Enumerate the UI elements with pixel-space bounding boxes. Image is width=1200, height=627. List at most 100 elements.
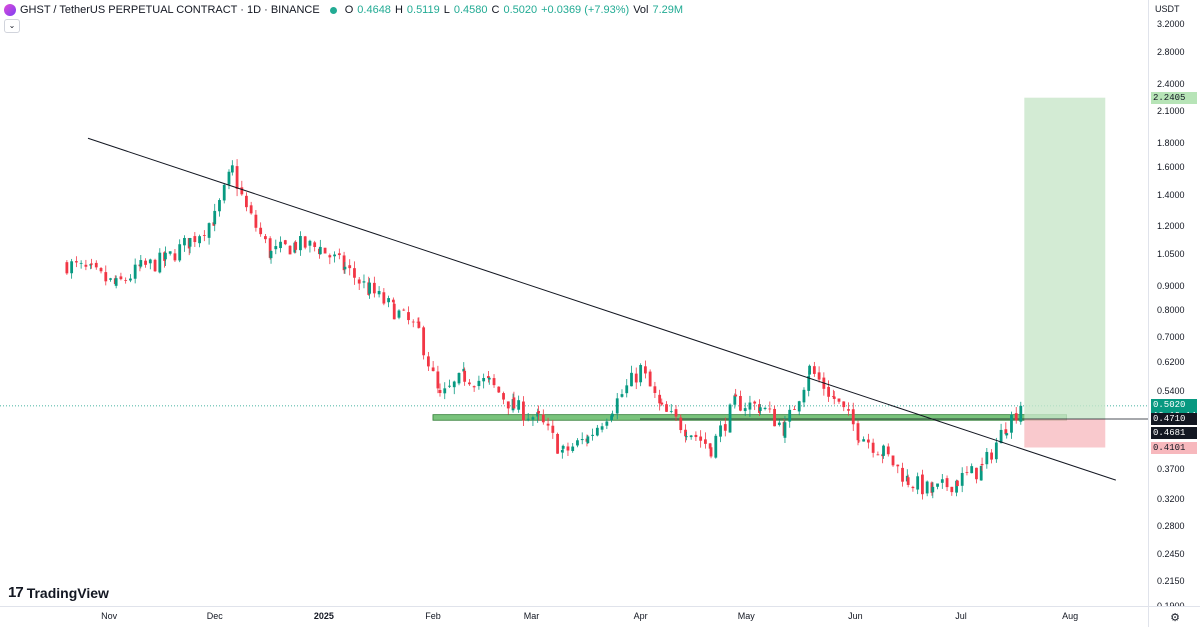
candle-body	[576, 440, 579, 446]
candle-body	[990, 452, 993, 460]
candle-body	[551, 425, 555, 433]
position-zones	[432, 97, 1148, 448]
candle-body	[407, 312, 410, 321]
candle-body	[313, 242, 317, 247]
candle-body	[254, 214, 258, 228]
change-value: +0.0369 (+7.93%)	[541, 4, 630, 16]
candle-body	[886, 446, 890, 455]
candle-body	[979, 465, 983, 481]
symbol-title[interactable]: GHST / TetherUS PERPETUAL CONTRACT · 1D …	[20, 4, 320, 16]
candle-body	[699, 436, 703, 441]
candle-body	[133, 264, 137, 279]
candle-body	[685, 436, 688, 438]
close-label: C	[491, 4, 500, 16]
candle-body	[411, 321, 415, 323]
candle-body	[487, 377, 491, 380]
candle-body	[438, 390, 442, 394]
candle-body	[391, 299, 395, 303]
candle-body	[643, 366, 647, 374]
candle-body	[665, 404, 668, 412]
candle-body	[462, 368, 466, 372]
candle-body	[70, 261, 74, 274]
candle-body	[807, 376, 811, 391]
price-scale[interactable]: USDT 3.2000 2.8000 2.4000 2.1000 1.8000 1.600…	[1148, 0, 1200, 611]
candlestick-chart[interactable]	[0, 0, 1148, 606]
volume-value: 7.29M	[652, 4, 684, 16]
candle-body	[268, 238, 272, 258]
tradingview-logo: 17 TradingView	[8, 584, 109, 601]
candle-body	[708, 443, 712, 449]
drawings	[87, 137, 1116, 481]
price-tick-label: 0.9000	[1157, 280, 1185, 291]
chart-pane[interactable]	[0, 0, 1148, 606]
price-tick-label: 0.3200	[1157, 493, 1185, 504]
candle-body	[639, 365, 643, 383]
candle-body	[119, 276, 123, 280]
price-tick-label: 3.2000	[1157, 19, 1185, 30]
candle-body	[620, 394, 624, 397]
candle-body	[1019, 405, 1023, 422]
currency-label[interactable]: USDT	[1155, 4, 1180, 14]
candle-body	[372, 282, 376, 294]
candle-body	[882, 445, 885, 456]
candle-body	[556, 433, 559, 454]
candle-body	[477, 380, 481, 387]
time-scale[interactable]: NovDec2025FebMarAprMayJunJulAugSep	[0, 606, 1187, 627]
candle-body	[218, 200, 221, 212]
candle-body	[537, 410, 540, 414]
candle-body	[148, 259, 152, 264]
price-tick-label: 0.2800	[1157, 521, 1185, 532]
candle-body	[862, 439, 866, 442]
candle-body	[689, 435, 693, 438]
candle-body	[104, 272, 108, 282]
price-tag-value: 2.2405	[1153, 92, 1186, 103]
candle-body	[283, 240, 287, 245]
candle-body	[188, 238, 192, 247]
candle-body	[512, 397, 516, 409]
candle-body	[630, 372, 633, 387]
candle-body	[797, 401, 801, 412]
candle-body	[207, 223, 211, 238]
candle-body	[610, 415, 613, 421]
candle-body	[753, 401, 757, 404]
price-tick-label: 1.4000	[1157, 189, 1185, 200]
candle-body	[368, 282, 371, 294]
candle-body	[497, 386, 501, 393]
candle-body	[748, 402, 752, 410]
candle-body	[955, 480, 958, 493]
candle-body	[448, 385, 451, 387]
chart-settings-button[interactable]: ⚙	[1148, 606, 1200, 627]
candle-body	[658, 394, 662, 404]
price-tag-entry: 0.4681	[1151, 427, 1197, 440]
candle-body	[734, 394, 738, 397]
candle-body	[876, 454, 880, 456]
candle-body	[402, 309, 406, 311]
collapse-legend-button[interactable]: ⌄	[4, 19, 20, 33]
candle-body	[560, 450, 564, 453]
candle-body	[985, 451, 989, 465]
candle-body	[153, 259, 157, 272]
candle-body	[669, 410, 673, 412]
candle-body	[487, 376, 490, 379]
candle-body	[768, 408, 772, 410]
price-tag-value: 0.4101	[1153, 442, 1186, 453]
price-tick-label: 2.8000	[1157, 46, 1185, 57]
candle-body	[387, 298, 391, 303]
candle-body	[906, 477, 910, 485]
stop-zone	[1024, 418, 1106, 448]
candle-body	[249, 205, 253, 214]
candle-body	[733, 395, 737, 405]
candle-body	[999, 429, 1003, 444]
candle-body	[793, 409, 796, 410]
candle-body	[975, 467, 978, 480]
price-tag-target: 2.2405	[1151, 91, 1197, 104]
candle-body	[1014, 413, 1018, 421]
candle-body	[183, 237, 186, 246]
time-tick-label: Dec	[206, 611, 223, 621]
low-value: 0.4580	[453, 4, 488, 16]
candle-body	[178, 244, 182, 261]
high-value: 0.5119	[406, 4, 440, 16]
candle-body	[139, 260, 143, 267]
candle-body	[328, 255, 332, 258]
symbol-legend[interactable]: GHST / TetherUS PERPETUAL CONTRACT · 1D …	[4, 4, 683, 16]
